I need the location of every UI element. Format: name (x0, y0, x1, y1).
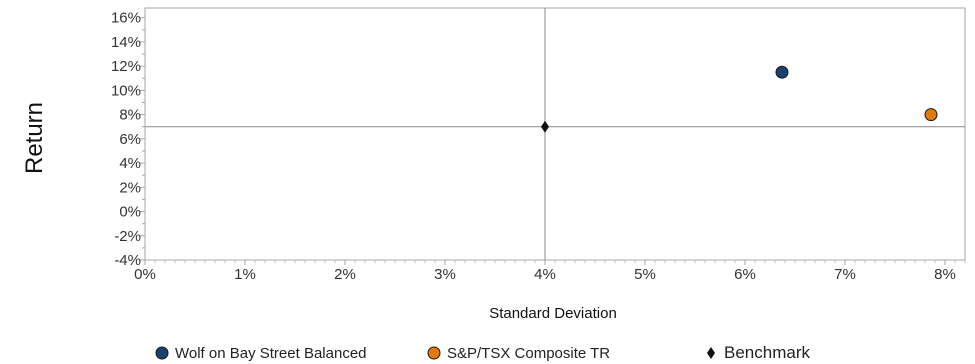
reference-lines (145, 8, 965, 260)
legend-label: Wolf on Bay Street Balanced (175, 345, 367, 362)
plot-frame (144, 7, 966, 261)
point-s-p-tsx-composite-tr (924, 108, 938, 122)
y-tick-label: 0% (119, 204, 141, 221)
x-tick-label: 0% (134, 266, 156, 283)
legend-marker-circle (427, 346, 441, 360)
y-tick-label: 6% (119, 131, 141, 148)
x-tick-label: 4% (534, 266, 556, 283)
y-tick-label: -2% (114, 228, 141, 245)
x-tick-label: 1% (234, 266, 256, 283)
y-axis-title: Return (21, 102, 48, 174)
x-tick-label: 5% (634, 266, 656, 283)
point-benchmark (541, 120, 549, 133)
y-tick-label: 10% (111, 82, 141, 99)
plot-area (144, 7, 966, 261)
x-axis-title: Standard Deviation (489, 305, 617, 322)
point-wolf-on-bay-street-balanced (775, 65, 789, 79)
x-axis: 0% 1% 2% 3% 4% 5% 6% 7% 8% (134, 260, 966, 283)
legend-marker-circle (155, 346, 169, 360)
y-tick-label: 16% (111, 10, 141, 27)
y-axis: -4% -2% 0% 2% 4% 6% 8% 10% 12% 14% 16% (111, 10, 145, 269)
legend-label: Benchmark (724, 343, 810, 362)
y-tick-label: -4% (114, 252, 141, 269)
x-tick-label: 7% (834, 266, 856, 283)
y-tick-label: 12% (111, 58, 141, 75)
x-tick-label: 6% (734, 266, 756, 283)
legend-label: S&P/TSX Composite TR (447, 345, 610, 362)
y-tick-label: 4% (119, 155, 141, 172)
y-tick-label: 2% (119, 179, 141, 196)
x-tick-label: 3% (434, 266, 456, 283)
y-tick-label: 8% (119, 107, 141, 124)
legend-marker-diamond (707, 347, 715, 359)
data-points (541, 65, 938, 133)
x-tick-label: 2% (334, 266, 356, 283)
y-tick-label: 14% (111, 34, 141, 51)
legend: Wolf on Bay Street Balanced S&P/TSX Compo… (155, 343, 810, 362)
x-tick-label: 8% (934, 266, 956, 283)
